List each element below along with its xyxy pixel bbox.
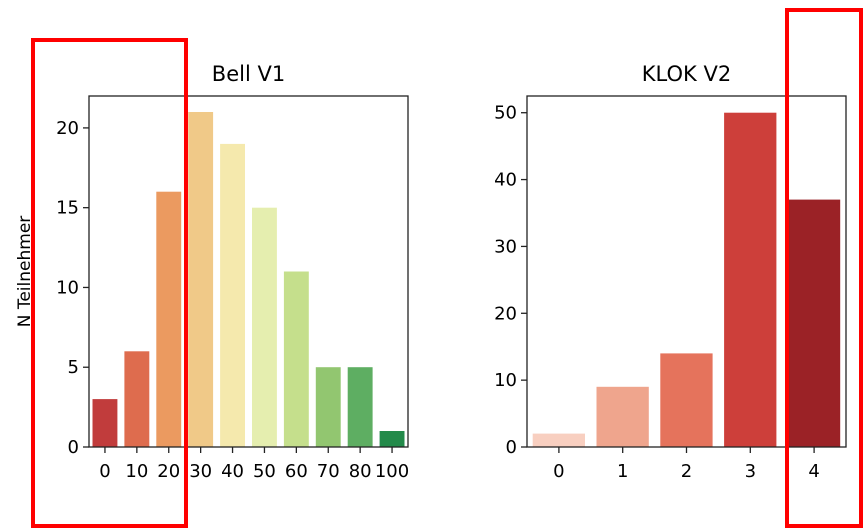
x-tick-label: 10 — [125, 461, 148, 482]
y-tick-label: 0 — [506, 437, 517, 458]
bar-10 — [124, 351, 150, 447]
y-tick-label: 20 — [494, 303, 517, 324]
y-tick-label: 30 — [494, 236, 517, 257]
x-tick-label: 100 — [375, 461, 409, 482]
y-tick-label: 50 — [494, 103, 517, 124]
plot-frame — [88, 95, 409, 448]
x-tick-label: 80 — [349, 461, 372, 482]
x-tick-label: 3 — [745, 461, 756, 482]
y-tick-label: 40 — [494, 170, 517, 191]
bar-30 — [188, 112, 214, 447]
bar-0 — [92, 399, 118, 447]
chart-bell-v1: 0 5 10 15 20 0 10 20 30 40 50 60 70 80 100 Bell V1 N Tei… — [15, 62, 409, 482]
y-tick-label: 5 — [68, 357, 79, 378]
bar-50 — [252, 207, 277, 447]
bar-2 — [660, 353, 713, 447]
x-tick-label: 50 — [253, 461, 276, 482]
x-tick-label: 40 — [221, 461, 244, 482]
x-tick-label: 30 — [189, 461, 212, 482]
y-tick-label: 15 — [56, 198, 79, 219]
chart-klok-v2: 0 10 20 30 40 50 0 1 2 3 4 KLOK V2 — [494, 62, 847, 482]
bar-1 — [596, 386, 649, 447]
highlight-box-right — [785, 8, 863, 528]
x-tick-label: 4 — [808, 461, 819, 482]
bar-4 — [787, 199, 841, 447]
x-tick-label: 0 — [553, 461, 564, 482]
y-tick-label: 10 — [494, 370, 517, 391]
bar-0 — [532, 433, 585, 447]
y-tick-label: 20 — [56, 118, 79, 139]
x-tick-label: 1 — [617, 461, 628, 482]
x-tick-label: 60 — [285, 461, 308, 482]
x-tick-label: 70 — [317, 461, 340, 482]
bar-20 — [156, 191, 182, 447]
x-tick-label: 0 — [99, 461, 110, 482]
bar-60 — [283, 271, 309, 447]
bar-40 — [220, 143, 245, 447]
chart-title: Bell V1 — [212, 62, 285, 86]
highlight-box-left — [31, 38, 188, 528]
bar-100 — [379, 431, 405, 447]
bar-80 — [347, 367, 373, 447]
bar-70 — [315, 367, 341, 447]
y-axis-label: N Teilnehmer — [15, 216, 35, 328]
y-tick-label: 10 — [56, 277, 79, 298]
x-tick-label: 2 — [681, 461, 692, 482]
y-tick-label: 0 — [68, 437, 79, 458]
chart-title: KLOK V2 — [642, 62, 731, 86]
x-tick-label: 20 — [157, 461, 180, 482]
bar-3 — [724, 112, 777, 447]
